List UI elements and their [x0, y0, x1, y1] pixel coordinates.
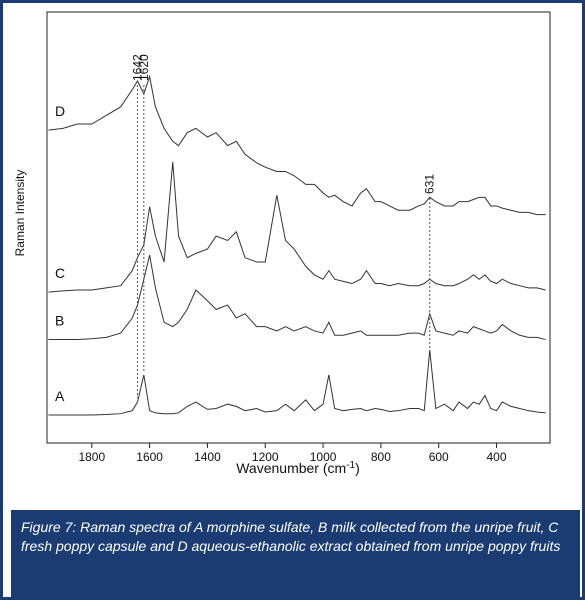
annotation-label: 631	[423, 174, 437, 194]
x-tick-label: 1800	[78, 450, 105, 464]
annotation-label: 1620	[137, 54, 151, 81]
chart: Raman Intensity Wavenumber (cm-1) 1800 16…	[13, 11, 551, 476]
x-tick-label: 1000	[310, 450, 337, 464]
x-axis-label-text: Wavenumber (cm	[236, 460, 346, 476]
series-label: A	[55, 388, 65, 404]
series-label: C	[55, 265, 65, 281]
spectrum-line	[48, 161, 546, 293]
x-tick-label: 800	[371, 450, 391, 464]
spectrum-line	[48, 254, 546, 341]
x-axis-label-sup: -1	[346, 460, 355, 471]
y-axis-label: Raman Intensity	[13, 170, 27, 257]
x-tick-label: 400	[487, 450, 507, 464]
x-axis-label: Wavenumber (cm-1)	[236, 460, 360, 476]
plot-frame	[46, 11, 551, 444]
spectrum-line	[48, 74, 546, 216]
series-label: D	[55, 103, 65, 119]
annotation-label: 1642	[130, 54, 144, 81]
x-tick-label: 600	[429, 450, 449, 464]
x-tick-label: 1600	[136, 450, 163, 464]
spectrum-line	[48, 349, 546, 416]
x-axis-label-end: )	[355, 460, 360, 476]
series-label: B	[55, 313, 64, 329]
x-tick-label: 1200	[252, 450, 279, 464]
caption: Figure 7: Raman spectra of A morphine su…	[11, 510, 580, 598]
x-tick-label: 1400	[194, 450, 221, 464]
